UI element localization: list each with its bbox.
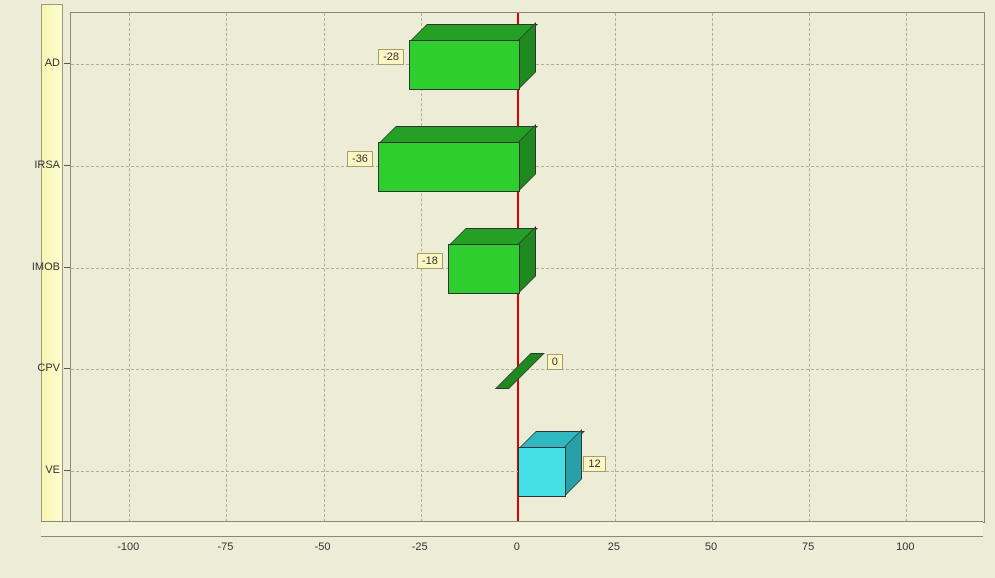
category-label: VE	[0, 464, 60, 476]
xtick-label: 25	[608, 541, 620, 553]
ytick-mark	[64, 368, 70, 369]
ytick-mark	[64, 165, 70, 166]
xtick-label: 100	[896, 541, 914, 553]
xtick-label: -50	[315, 541, 331, 553]
ytick-mark	[64, 63, 70, 64]
category-label: AD	[0, 57, 60, 69]
plot-area	[70, 12, 985, 523]
xtick-label: 50	[705, 541, 717, 553]
value-label: -28	[378, 49, 404, 65]
value-label: 0	[547, 354, 563, 370]
category-label: IMOB	[0, 261, 60, 273]
xtick-label: 0	[514, 541, 520, 553]
ytick-mark	[64, 470, 70, 471]
category-label: CPV	[0, 362, 60, 374]
bar-front-face	[378, 142, 520, 192]
category-label: IRSA	[0, 159, 60, 171]
xtick-label: -100	[117, 541, 139, 553]
xtick-label: -75	[217, 541, 233, 553]
value-label: -18	[417, 253, 443, 269]
bar-front-face	[495, 353, 545, 389]
bar-chart-3d: -100 -75 -50 -25 0 25 50 75 100 AD -28 IRSA -36 IMOB -…	[0, 0, 995, 578]
xtick-label: 75	[802, 541, 814, 553]
floor-strip	[41, 521, 983, 537]
bar-front-face	[518, 447, 567, 497]
ytick-mark	[64, 267, 70, 268]
xtick-label: -25	[412, 541, 428, 553]
value-label: 12	[583, 456, 605, 472]
bar-front-face	[409, 40, 520, 90]
bar-front-face	[448, 244, 520, 294]
value-label: -36	[347, 151, 373, 167]
